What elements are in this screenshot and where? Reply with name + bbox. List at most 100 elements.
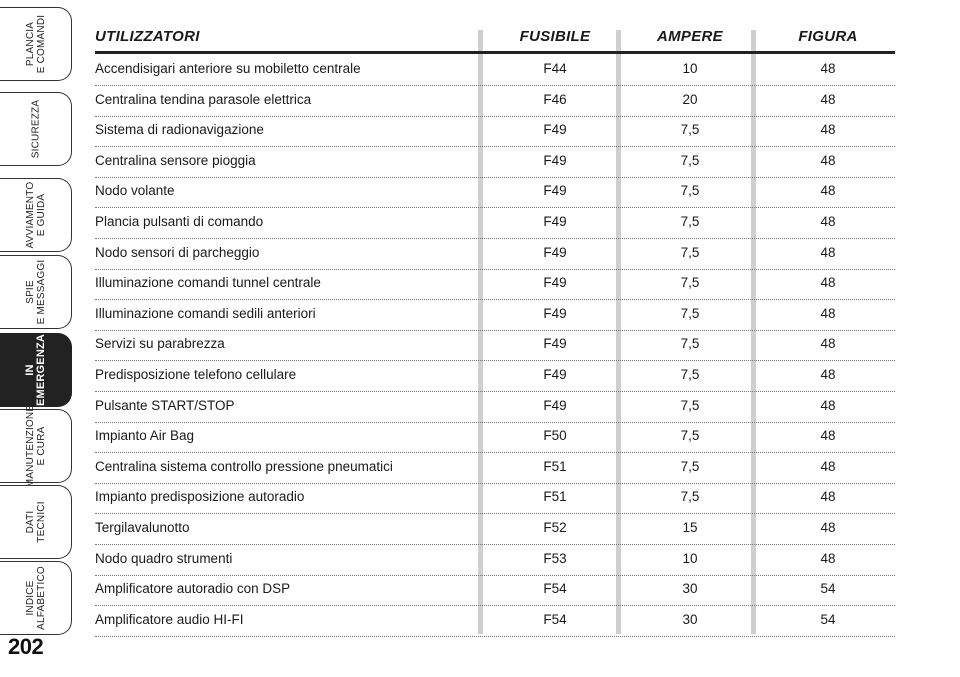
table-row: Impianto predisposizione autoradio F51 7,5… (95, 483, 895, 515)
tab-in-emergenza[interactable]: IN EMERGENZA (0, 333, 72, 407)
cell-user: Accendisigari anteriore su mobiletto cen… (95, 61, 361, 76)
tab-dati-tecnici[interactable]: DATI TECNICI (0, 485, 72, 559)
header-ampere: AMPERE (657, 28, 723, 45)
cell-user: Centralina sistema controllo pressione p… (95, 458, 393, 474)
tab-label: SPIE E MESSAGGI (24, 259, 47, 325)
row-separator (95, 299, 895, 301)
cell-fuse: F49 (543, 275, 567, 291)
cell-fig: 48 (820, 91, 836, 107)
cell-amp: 7,5 (680, 275, 700, 291)
tab-label: IN EMERGENZA (23, 333, 47, 407)
row-separator (95, 513, 895, 515)
page-number: 202 (8, 634, 44, 659)
cell-fig: 48 (820, 152, 836, 168)
header-figura: FIGURA (798, 28, 858, 45)
table-row: Impianto Air Bag F50 7,5 48 (95, 422, 895, 454)
cell-amp: 10 (682, 61, 698, 76)
cell-fig: 48 (820, 244, 836, 260)
cell-user: Sistema di radionavigazione (95, 122, 264, 138)
table-row: Tergilavalunotto F52 15 48 (95, 514, 895, 545)
tab-indice-alfabetico[interactable]: INDICE ALFABETICO (0, 561, 72, 635)
section-tabs: PLANCIA E COMANDI SICUREZZA AVVIAMENTO E G… (0, 0, 75, 677)
cell-fuse: F49 (543, 336, 567, 352)
cell-amp: 15 (682, 520, 698, 535)
cell-fuse: F51 (543, 458, 567, 474)
table-row: Illuminazione comandi tunnel centrale F49… (95, 269, 895, 301)
tab-spie-e-messaggi[interactable]: SPIE E MESSAGGI (0, 255, 72, 329)
row-separator (95, 574, 895, 576)
tab-avviamento-e-guida[interactable]: AVVIAMENTO E GUIDA (0, 178, 72, 252)
cell-fuse: F49 (543, 305, 567, 321)
cell-fig: 48 (820, 275, 836, 291)
table-row: Nodo quadro strumenti F53 10 48 (95, 545, 895, 576)
cell-user: Nodo sensori di parcheggio (95, 244, 260, 260)
cell-fig: 48 (820, 550, 836, 566)
column-divider (751, 30, 756, 634)
table-row: Servizi su parabrezza F49 7,5 48 (95, 330, 895, 362)
row-separator (95, 452, 895, 454)
cell-amp: 30 (682, 581, 698, 597)
column-divider (478, 30, 483, 634)
row-separator (95, 482, 895, 484)
column-divider (616, 30, 621, 634)
cell-fig: 48 (820, 305, 836, 321)
table-row: Sistema di radionavigazione F49 7,5 48 (95, 116, 895, 148)
tab-label: PLANCIA E COMANDI (24, 14, 47, 74)
tab-sicurezza[interactable]: SICUREZZA (0, 92, 72, 166)
cell-user: Illuminazione comandi sedili anteriori (95, 305, 316, 321)
cell-fuse: F49 (543, 183, 567, 199)
table-row: Nodo sensori di parcheggio F49 7,5 48 (95, 239, 895, 270)
cell-amp: 7,5 (680, 214, 700, 229)
row-separator (95, 360, 895, 362)
cell-user: Servizi su parabrezza (95, 336, 225, 352)
table-row: Plancia pulsanti di comando F49 7,5 48 (95, 208, 895, 239)
cell-user: Tergilavalunotto (95, 520, 190, 535)
cell-fuse: F53 (543, 550, 567, 566)
tab-label: AVVIAMENTO E GUIDA (24, 181, 47, 249)
tab-plancia-e-comandi[interactable]: PLANCIA E COMANDI (0, 7, 72, 81)
table-row: Amplificatore autoradio con DSP F54 30 54 (95, 575, 895, 607)
row-separator (95, 544, 895, 545)
cell-user: Pulsante START/STOP (95, 397, 235, 413)
cell-user: Nodo quadro strumenti (95, 550, 233, 566)
cell-amp: 7,5 (680, 367, 700, 382)
cell-amp: 7,5 (680, 336, 700, 352)
cell-amp: 7,5 (680, 122, 700, 138)
tab-label: INDICE ALFABETICO (24, 566, 47, 630)
tab-label: DATI TECNICI (24, 501, 47, 543)
cell-fig: 48 (820, 489, 836, 505)
cell-fig: 48 (820, 214, 836, 229)
row-separator (95, 146, 895, 148)
cell-amp: 7,5 (680, 244, 700, 260)
cell-user: Amplificatore autoradio con DSP (95, 581, 291, 597)
cell-fuse: F46 (543, 91, 567, 107)
cell-fig: 48 (820, 336, 836, 352)
tab-label: SICUREZZA (30, 99, 41, 159)
table-row: Pulsante START/STOP F49 7,5 48 (95, 392, 895, 423)
table-row: Amplificatore audio HI-FI F54 30 54 (95, 606, 895, 637)
cell-amp: 7,5 (680, 428, 700, 444)
cell-fuse: F49 (543, 122, 567, 138)
cell-fuse: F54 (543, 581, 567, 597)
cell-fuse: F49 (543, 152, 567, 168)
row-separator (95, 176, 895, 178)
cell-amp: 20 (682, 91, 698, 107)
cell-user: Centralina tendina parasole elettrica (95, 91, 312, 107)
cell-user: Centralina sensore pioggia (95, 152, 256, 168)
row-separator (95, 605, 895, 607)
header-rule (95, 51, 895, 54)
row-separator (95, 115, 895, 117)
row-separator (95, 391, 895, 392)
cell-fuse: F49 (543, 397, 567, 413)
header-fusibile: FUSIBILE (519, 28, 591, 45)
cell-amp: 7,5 (680, 489, 700, 505)
tab-manutenzione-e-cura[interactable]: MANUTENZIONE E CURA (0, 405, 72, 487)
row-separator (95, 635, 895, 637)
cell-fig: 48 (820, 61, 836, 76)
cell-fig: 48 (820, 122, 836, 138)
row-separator (95, 238, 895, 239)
cell-fuse: F54 (543, 611, 567, 627)
cell-fuse: F49 (543, 244, 567, 260)
row-separator (95, 207, 895, 209)
cell-user: Plancia pulsanti di comando (95, 214, 264, 229)
